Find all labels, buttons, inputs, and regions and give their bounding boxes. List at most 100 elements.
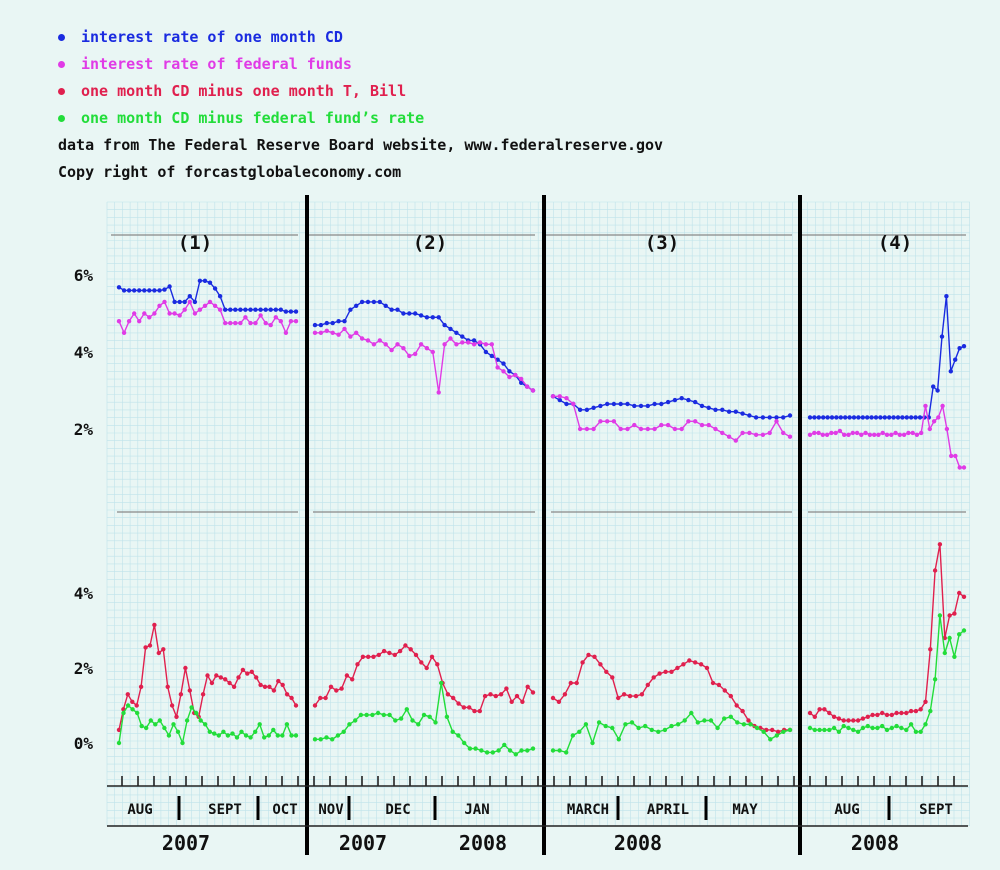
data-point — [836, 729, 842, 734]
data-point — [747, 430, 752, 436]
data-point — [387, 712, 392, 718]
series-line — [809, 544, 965, 722]
data-point — [239, 729, 244, 734]
y-tick-label: 4% — [74, 584, 94, 603]
data-point — [557, 397, 562, 403]
data-point — [816, 430, 821, 436]
data-point — [348, 334, 353, 339]
data-point — [248, 320, 253, 326]
data-point — [918, 729, 923, 734]
data-point — [865, 723, 870, 729]
data-point — [182, 307, 187, 312]
data-point — [952, 654, 957, 659]
data-point — [753, 415, 759, 420]
data-point — [944, 294, 949, 299]
data-point — [223, 307, 228, 312]
data-point — [932, 568, 938, 573]
data-point — [625, 401, 630, 407]
data-point — [233, 307, 238, 312]
data-point — [961, 594, 967, 599]
data-point — [312, 703, 318, 708]
data-point — [812, 430, 817, 436]
data-point — [125, 703, 131, 708]
data-point — [564, 750, 569, 755]
data-point — [125, 692, 130, 697]
data-point — [884, 727, 890, 733]
data-point — [496, 748, 501, 753]
month-label: APRIL — [647, 802, 689, 818]
data-point — [130, 707, 135, 712]
copyright-note: Copy right of forcastglobaleconomy.com — [58, 163, 402, 181]
data-point — [375, 710, 381, 716]
data-point — [344, 673, 350, 678]
data-point — [161, 647, 166, 652]
panel-title: (1) — [178, 232, 212, 254]
data-point — [278, 307, 283, 312]
data-point — [228, 320, 233, 326]
data-point — [740, 411, 745, 416]
data-point — [223, 320, 228, 326]
data-point — [116, 285, 122, 290]
data-point — [629, 720, 635, 725]
data-point — [913, 415, 918, 420]
data-point — [611, 401, 617, 407]
data-point — [584, 407, 590, 412]
data-point — [702, 718, 707, 723]
data-point — [821, 415, 826, 420]
data-point — [948, 369, 953, 374]
data-point — [442, 322, 447, 328]
data-point — [822, 727, 827, 733]
data-point — [820, 432, 825, 437]
data-point — [917, 415, 923, 420]
data-point — [577, 729, 582, 734]
data-point — [836, 716, 842, 721]
year-label: 2008 — [851, 831, 899, 855]
month-label: SEPT — [208, 802, 242, 818]
data-point — [454, 330, 459, 335]
data-point — [392, 652, 397, 658]
data-point — [501, 369, 506, 374]
chart-grid — [106, 201, 970, 827]
data-point — [227, 680, 232, 686]
data-point — [450, 729, 455, 734]
data-point — [652, 426, 657, 432]
data-point — [436, 390, 441, 395]
data-point — [693, 399, 698, 405]
data-point — [126, 319, 132, 324]
data-point — [471, 342, 477, 347]
data-point — [501, 361, 506, 366]
data-point — [183, 665, 188, 671]
data-point — [192, 299, 198, 305]
data-point — [846, 432, 851, 437]
data-point — [258, 682, 263, 688]
y-tick-label: 2% — [74, 659, 94, 678]
data-point — [884, 432, 890, 437]
data-point — [218, 675, 223, 680]
data-point — [603, 723, 608, 729]
data-point — [851, 727, 856, 733]
data-point — [913, 729, 919, 734]
data-point — [957, 590, 962, 596]
data-point — [513, 752, 518, 757]
data-point — [557, 748, 562, 753]
data-point — [355, 662, 360, 667]
data-point — [147, 288, 152, 293]
data-point — [231, 684, 237, 689]
data-point — [787, 413, 793, 418]
data-point — [645, 682, 650, 688]
data-point — [704, 665, 710, 671]
data-point — [280, 682, 285, 688]
data-point — [165, 684, 170, 689]
data-point — [590, 740, 595, 746]
chart-data — [116, 278, 967, 757]
data-point — [324, 320, 329, 326]
data-point — [741, 722, 747, 727]
data-point — [761, 729, 766, 734]
series-line — [118, 704, 296, 746]
data-point — [152, 622, 157, 628]
data-point — [152, 311, 157, 316]
data-point — [838, 415, 843, 420]
data-point — [293, 309, 299, 314]
data-point — [341, 729, 346, 734]
panel-title: (3) — [645, 232, 679, 254]
